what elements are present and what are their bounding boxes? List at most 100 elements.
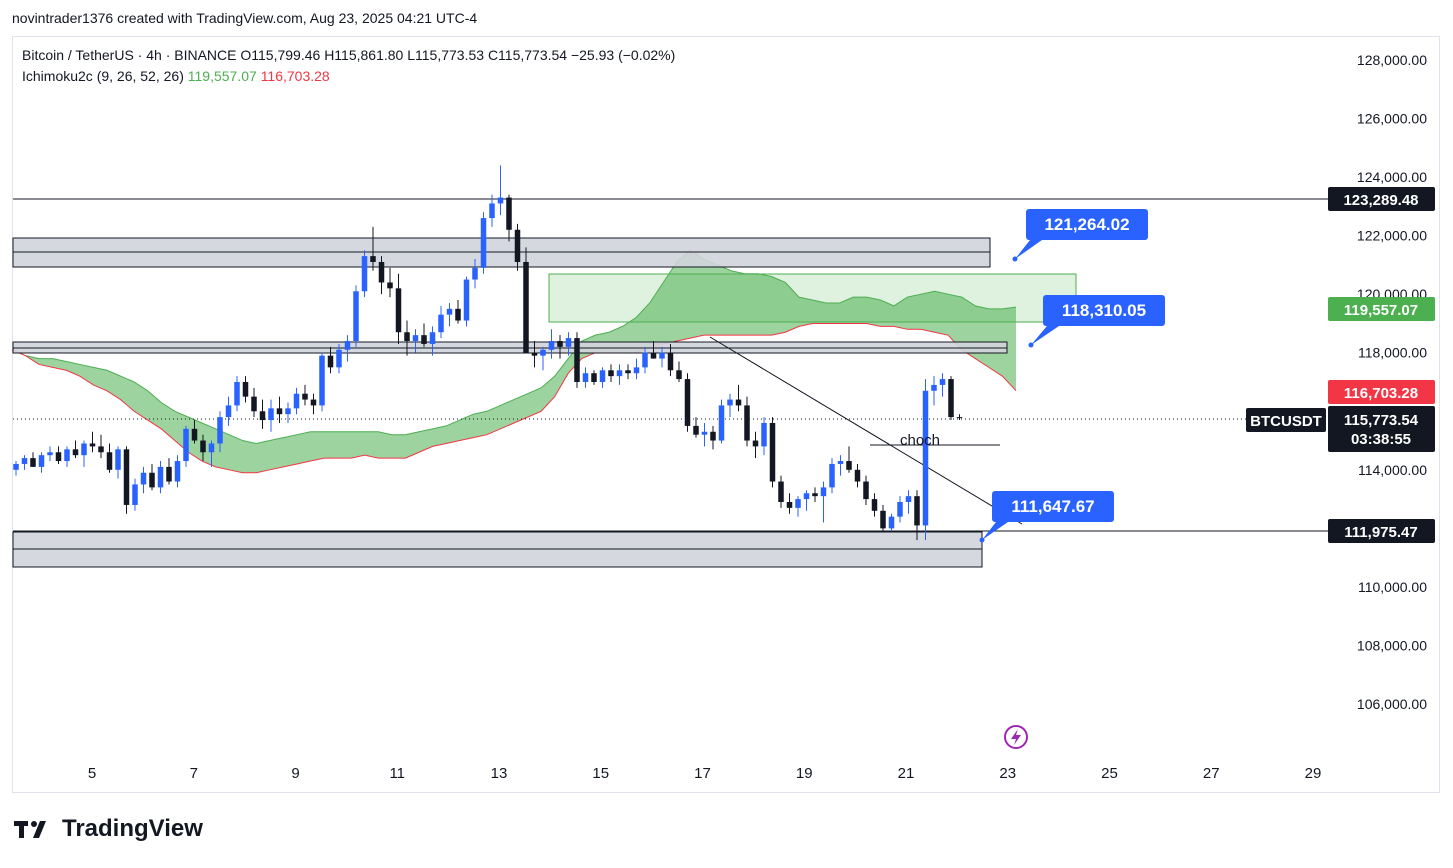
candle	[905, 490, 912, 514]
price-axis-tick: 126,000.00	[1357, 111, 1427, 127]
support-tag: 111,975.47	[1328, 519, 1435, 543]
candle-body	[353, 291, 359, 342]
callout-121264: 121,264.02	[1012, 209, 1148, 262]
candle	[472, 259, 478, 289]
candle	[446, 302, 453, 327]
senkou-span-a-line	[11, 249, 1017, 444]
candle-body	[514, 229, 521, 262]
candle	[55, 446, 62, 464]
candle	[939, 373, 946, 397]
candle	[744, 396, 750, 447]
candle-body	[251, 396, 257, 412]
last-price-label: 115,773.54	[1344, 412, 1419, 429]
indicator-value-a: 119,557.07	[187, 68, 257, 84]
candle-body	[387, 282, 393, 289]
candle	[591, 370, 597, 385]
candle-body	[735, 399, 742, 406]
candle-body	[871, 499, 878, 511]
candle-body	[727, 399, 733, 406]
candle	[608, 364, 614, 382]
time-axis-tick: 13	[491, 765, 508, 782]
time-axis-tick: 7	[190, 765, 198, 782]
candle	[557, 335, 563, 359]
candle	[285, 402, 291, 423]
candle-body	[242, 382, 249, 397]
candle-body	[667, 352, 674, 371]
candle	[514, 223, 521, 271]
price-axis-tick: 110,000.00	[1358, 579, 1427, 595]
tradingview-logo[interactable]: TradingView	[14, 815, 203, 843]
candle	[234, 376, 240, 412]
candle	[429, 326, 436, 356]
candle	[497, 165, 504, 216]
candle-body	[752, 440, 759, 447]
span-a-tag-label: 119,557.07	[1344, 302, 1418, 319]
candle	[727, 393, 733, 418]
candle	[761, 417, 767, 456]
candle-body	[744, 405, 750, 441]
candle	[404, 320, 410, 356]
candle-body	[489, 203, 495, 219]
candle	[327, 346, 334, 374]
supply-demand-zones	[12, 237, 1077, 568]
candle	[931, 376, 937, 406]
candle-body	[38, 455, 45, 467]
candle	[30, 452, 36, 467]
candle	[778, 475, 784, 508]
candle-body	[888, 516, 895, 529]
candle	[21, 455, 28, 470]
candle-body	[829, 463, 835, 488]
candle-body	[922, 390, 929, 526]
candle	[718, 399, 725, 444]
candle	[667, 343, 674, 377]
candle-body	[183, 428, 189, 462]
candle-body	[931, 384, 937, 391]
candle-body	[599, 370, 606, 382]
candle	[353, 285, 359, 347]
candle	[548, 329, 555, 359]
candle-body	[659, 352, 665, 359]
candle-body	[676, 370, 682, 380]
candle-body	[361, 256, 368, 292]
candle-body	[21, 458, 28, 464]
candle-body	[650, 352, 657, 359]
candle-body	[191, 428, 198, 441]
candle-body	[378, 261, 385, 283]
candle	[387, 267, 393, 298]
candle	[676, 361, 682, 382]
candle	[837, 455, 844, 476]
trend-line	[709, 336, 1023, 525]
candle-body	[132, 484, 138, 505]
candle-body	[446, 308, 453, 315]
lightning-icon[interactable]	[1004, 725, 1028, 749]
candle-body	[268, 408, 274, 421]
time-axis-tick: 21	[898, 765, 915, 782]
last-price-tag: 115,773.54 03:38:55	[1328, 406, 1435, 452]
candle	[888, 513, 895, 532]
time-axis-tick: 5	[88, 765, 96, 782]
candle-body	[234, 382, 240, 406]
candle-body	[582, 373, 589, 382]
indicator-name[interactable]: Ichimoku2c (9, 26, 52, 26)	[22, 68, 184, 84]
candle-body	[846, 461, 852, 470]
time-axis-tick: 9	[291, 765, 299, 782]
target-zone-green	[548, 273, 1077, 323]
horizontal-levels	[13, 198, 1328, 532]
candle-body	[897, 502, 903, 517]
ohlc-high: H115,861.80	[324, 47, 404, 63]
candle-body	[336, 349, 342, 368]
candle	[786, 493, 793, 514]
candle-body	[557, 341, 563, 347]
candle-body	[166, 466, 172, 482]
candle	[191, 420, 198, 444]
candle	[89, 431, 96, 453]
candle	[149, 463, 155, 491]
candle	[540, 346, 546, 371]
candle-body	[302, 393, 308, 400]
candle-body	[293, 393, 300, 409]
ichimoku-cloud	[11, 249, 1017, 474]
price-axis-tick: 124,000.00	[1357, 169, 1427, 185]
time-axis-tick: 15	[592, 765, 609, 782]
candle-body	[880, 510, 886, 529]
